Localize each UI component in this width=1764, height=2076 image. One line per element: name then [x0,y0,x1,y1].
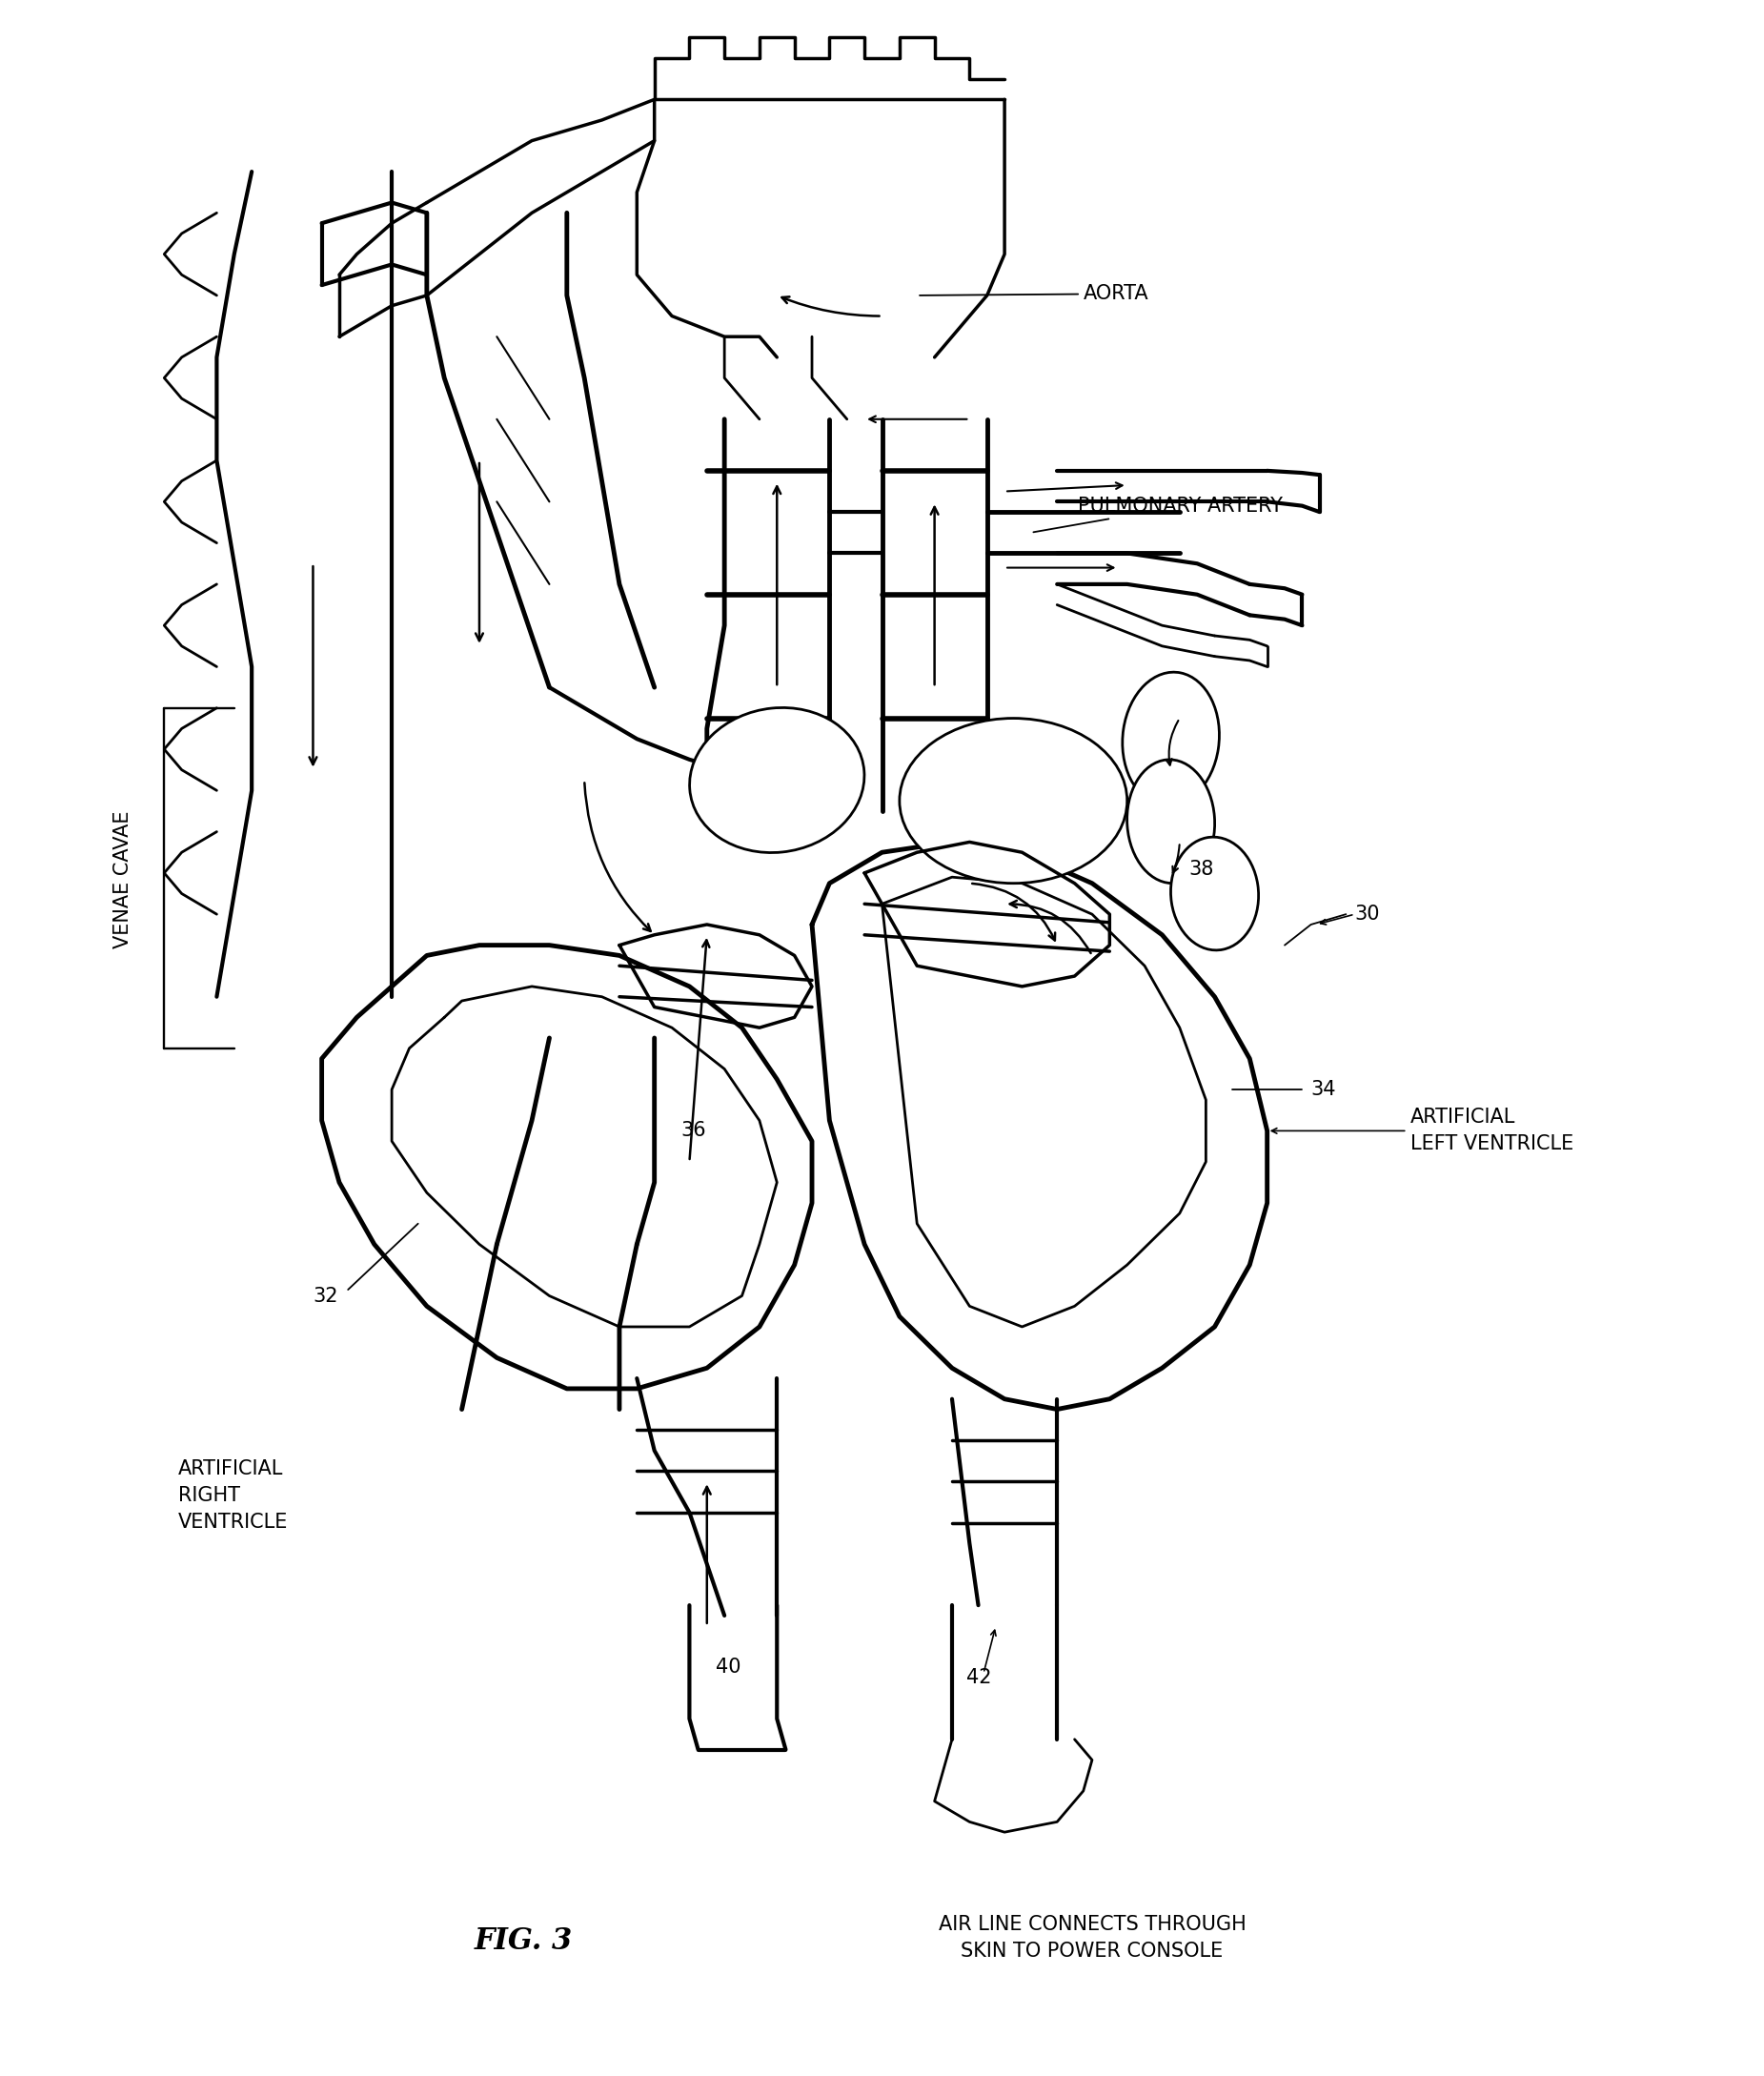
Text: 42: 42 [967,1667,991,1688]
Text: 36: 36 [681,1121,706,1140]
Text: ARTIFICIAL
RIGHT
VENTRICLE: ARTIFICIAL RIGHT VENTRICLE [178,1459,288,1532]
Text: ARTIFICIAL
LEFT VENTRICLE: ARTIFICIAL LEFT VENTRICLE [1411,1109,1573,1154]
Text: 40: 40 [716,1657,741,1677]
Ellipse shape [690,708,864,853]
Ellipse shape [1171,837,1258,951]
Text: AORTA: AORTA [919,284,1148,303]
Text: AIR LINE CONNECTS THROUGH
SKIN TO POWER CONSOLE: AIR LINE CONNECTS THROUGH SKIN TO POWER … [938,1914,1245,1960]
Text: PULMONARY ARTERY: PULMONARY ARTERY [1034,496,1282,531]
Ellipse shape [1127,760,1215,882]
Text: 32: 32 [312,1287,339,1306]
Text: 30: 30 [1355,905,1379,924]
Text: 34: 34 [1311,1080,1335,1098]
Text: VENAE CAVAE: VENAE CAVAE [113,810,132,949]
Ellipse shape [1122,673,1219,805]
Ellipse shape [900,718,1127,882]
Text: 38: 38 [1189,859,1214,878]
Text: FIG. 3: FIG. 3 [475,1927,572,1956]
